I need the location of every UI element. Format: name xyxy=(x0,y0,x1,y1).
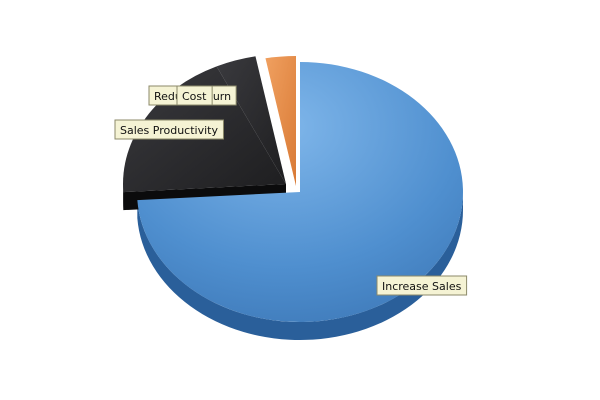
pie-slice-cost xyxy=(265,56,296,186)
svg-text:Sales Productivity: Sales Productivity xyxy=(120,124,218,137)
data-label-increase-sales: Increase Sales xyxy=(376,275,468,296)
svg-text:Increase Sales: Increase Sales xyxy=(382,280,462,293)
data-label-sales-productivity: Sales Productivity xyxy=(114,119,224,140)
svg-text:Cost: Cost xyxy=(182,90,207,103)
data-label-cost: Cost xyxy=(176,85,213,106)
pie-slice-increase-sales xyxy=(137,62,463,322)
